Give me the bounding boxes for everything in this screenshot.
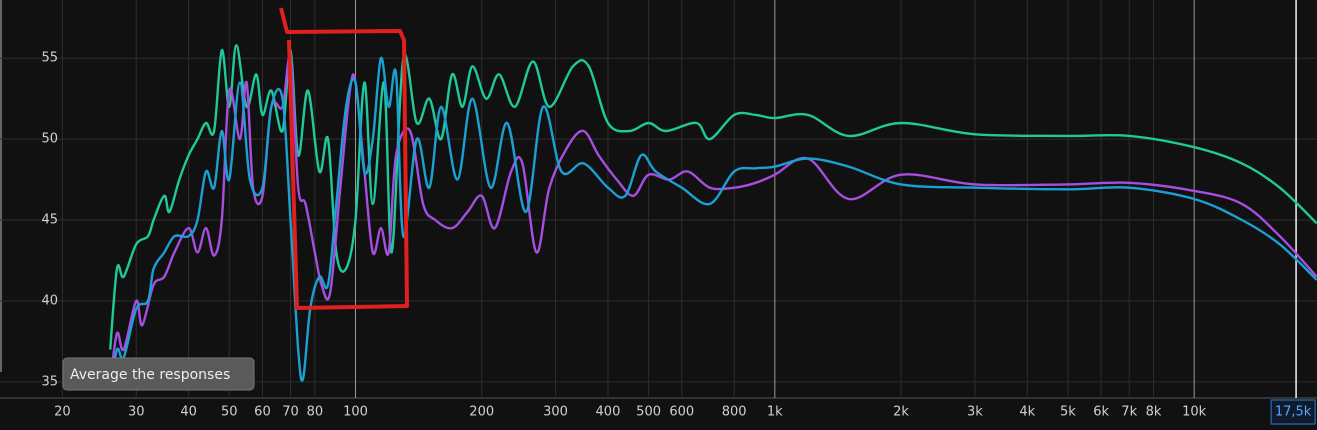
x-tick-label: 200 — [469, 405, 494, 420]
x-tick-label: 1k — [767, 405, 783, 420]
response-curve — [109, 44, 1317, 350]
tooltip-box — [62, 357, 255, 391]
y-tick-label: 35 — [41, 374, 58, 389]
highlight-box — [279, 7, 409, 310]
curves — [109, 44, 1317, 391]
x-tick-label: 6k — [1093, 405, 1109, 420]
y-tick-label: 40 — [41, 293, 58, 308]
x-tick-label: 4k — [1019, 405, 1035, 420]
x-tick-label: 50 — [221, 405, 238, 420]
x-tick-label: 80 — [307, 405, 324, 420]
x-tick-label: 7k — [1121, 405, 1137, 420]
y-tick-label: 50 — [41, 132, 58, 147]
cursor-label-box — [1270, 399, 1316, 425]
x-tick-label: 5k — [1060, 405, 1076, 420]
response-curve — [109, 54, 1317, 382]
x-tick-label: 8k — [1146, 405, 1162, 420]
x-tick-label: 40 — [180, 405, 197, 420]
x-tick-label: 30 — [128, 405, 145, 420]
x-tick-label: 70 — [282, 405, 299, 420]
x-tick-label: 300 — [543, 405, 568, 420]
x-tick-label: 400 — [596, 405, 621, 420]
y-tick-label: 45 — [41, 213, 58, 228]
tooltip-text: Average the responses — [70, 367, 230, 383]
x-tick-label: 600 — [669, 405, 694, 420]
response-curve — [109, 56, 1317, 391]
tooltip: Average the responses — [62, 357, 255, 391]
x-tick-label: 3k — [967, 405, 983, 420]
grid — [0, 0, 1317, 399]
labels: 35 40 45 50 55 20 30 40 50 60 70 80 100 200 300 400 500 6… — [41, 51, 1316, 425]
x-tick-label: 10k — [1182, 405, 1207, 420]
x-tick-label: 20 — [54, 405, 71, 420]
x-tick-label: 2k — [893, 405, 909, 420]
x-tick-label: 800 — [722, 405, 747, 420]
x-tick-label: 100 — [343, 405, 368, 420]
x-tick-label: 60 — [254, 405, 271, 420]
y-tick-label: 55 — [41, 51, 58, 66]
x-tick-label: 500 — [636, 405, 661, 420]
cursor-label: 17,5k — [1275, 405, 1312, 420]
